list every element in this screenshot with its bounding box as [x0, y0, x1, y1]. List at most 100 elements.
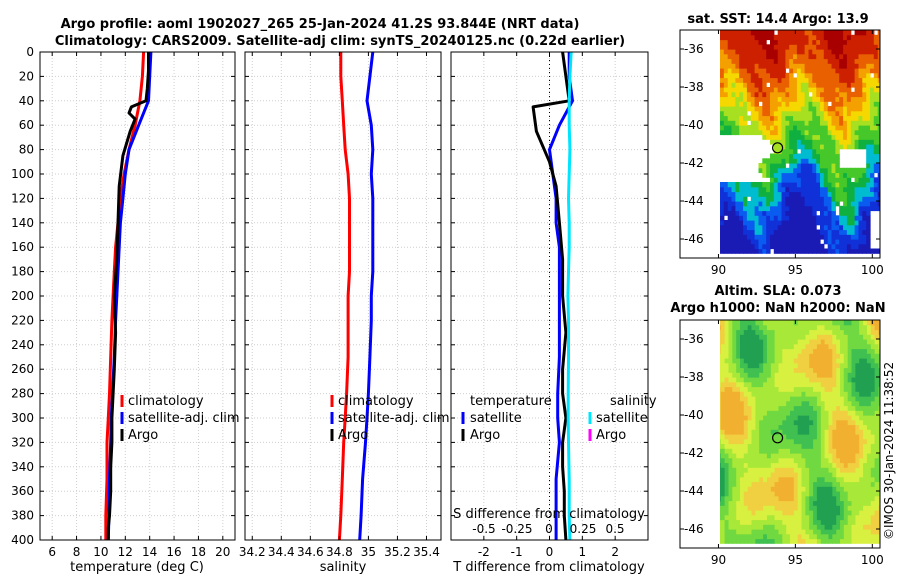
map-cell [847, 400, 853, 407]
map-cell [755, 377, 760, 383]
map-cell [813, 324, 818, 331]
map-cell [851, 377, 856, 383]
map-cell [720, 510, 722, 516]
map-cell [786, 486, 791, 492]
map-cell [774, 320, 779, 326]
map-cell [793, 172, 798, 178]
map-cell [720, 334, 722, 340]
map-cell [785, 129, 790, 136]
map-cell [720, 234, 725, 240]
map-cell [859, 424, 864, 430]
map-cell [770, 343, 776, 350]
map-cell [724, 367, 729, 373]
map-cell [816, 495, 822, 502]
map-cell [782, 324, 787, 331]
map-cell [754, 49, 759, 55]
map-cell [754, 101, 759, 107]
map-cell [793, 334, 799, 340]
temperature-grid [40, 51, 235, 541]
map-cell [759, 334, 764, 340]
map-cell [781, 44, 786, 50]
map-cell [773, 91, 779, 98]
map-cell [859, 476, 864, 483]
map-cell [840, 510, 845, 516]
map-cell [786, 334, 791, 340]
map-cell [816, 514, 822, 521]
map-cell [820, 424, 826, 430]
map-cell [804, 129, 809, 136]
map-cell [727, 39, 733, 45]
map-cell [828, 434, 833, 440]
map-cell [836, 495, 841, 502]
map-cell [835, 39, 840, 45]
map-cell [851, 405, 856, 411]
map-cell [846, 177, 852, 183]
map-cell [839, 186, 844, 193]
map-cell [851, 481, 856, 487]
map-cell [770, 358, 776, 364]
map-cell [762, 186, 767, 193]
map-cell [828, 472, 833, 478]
map-cell [746, 201, 752, 207]
map-cell [758, 34, 763, 41]
map-cell [839, 182, 844, 188]
map-cell [858, 134, 863, 140]
map-cell [854, 115, 859, 121]
map-cell [816, 462, 822, 468]
map-cell [816, 372, 822, 378]
map-cell [750, 186, 756, 193]
map-cell [740, 343, 745, 350]
map-cell [831, 77, 836, 83]
map-cell [847, 472, 853, 478]
map-cell [820, 453, 826, 459]
map-cell [859, 472, 864, 478]
map-cell [850, 196, 856, 202]
map-cell [735, 186, 740, 193]
map-cell [720, 215, 725, 221]
map-cell [766, 329, 772, 335]
map-cell [878, 453, 880, 459]
map-cell [777, 34, 783, 41]
map-cell [731, 239, 736, 245]
map-cell [832, 400, 837, 407]
map-cell [763, 486, 768, 492]
map-cell [728, 491, 733, 497]
map-cell [816, 243, 821, 250]
map-cell [728, 453, 733, 459]
map-cell [785, 49, 790, 55]
map-cell [782, 462, 787, 468]
map-cell [739, 229, 744, 235]
map-cell [720, 372, 722, 378]
map-cell [773, 77, 779, 83]
map-cell [770, 381, 776, 388]
map-cell [847, 434, 853, 440]
map-cell [770, 505, 776, 511]
map-cell [773, 243, 779, 250]
map-cell [877, 115, 880, 121]
map-cell [863, 434, 868, 440]
map-cell [758, 229, 763, 235]
map-cell [831, 224, 836, 231]
map-cell [724, 424, 729, 430]
map-cell [835, 30, 840, 36]
map-cell [743, 125, 748, 131]
map-cell [763, 424, 768, 430]
map-cell [793, 491, 799, 497]
map-cell [855, 353, 860, 359]
map-cell [751, 519, 756, 525]
map-cell [750, 125, 756, 131]
map-cell [740, 491, 745, 497]
map-cell [774, 500, 779, 506]
map-cell [843, 448, 849, 454]
map-cell [720, 201, 725, 207]
map-cell [774, 334, 779, 340]
map-cell [866, 367, 872, 373]
map-cell [770, 82, 775, 88]
map-cell [870, 429, 876, 435]
map-cell [851, 510, 856, 516]
map-cell [828, 448, 833, 454]
map-cell [858, 196, 863, 202]
map-cell [736, 529, 741, 535]
map-cell [766, 367, 772, 373]
map-cell [850, 44, 856, 50]
